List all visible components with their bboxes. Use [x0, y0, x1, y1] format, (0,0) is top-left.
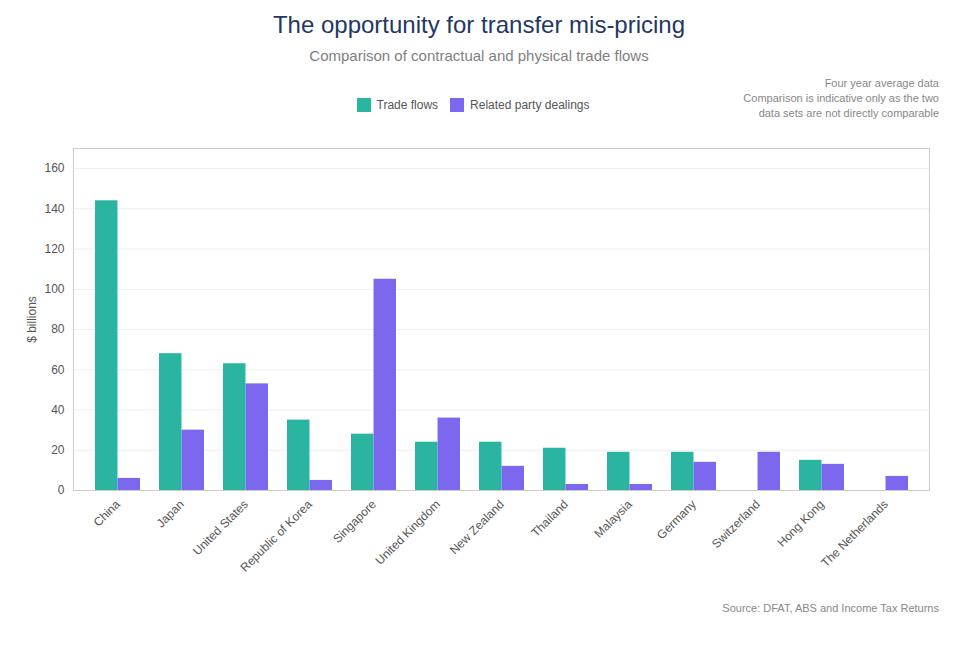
svg-text:0: 0	[58, 483, 65, 497]
svg-text:120: 120	[44, 242, 64, 256]
html-text:Related party dealings: Related party dealings	[470, 97, 590, 112]
svg-text:Japan: Japan	[154, 497, 187, 530]
svg-text:Thailand: Thailand	[528, 497, 570, 539]
svg-text:United Kingdom: United Kingdom	[373, 497, 443, 567]
html-text:Comparison of contractual and: Comparison of contractual and physical t…	[309, 47, 649, 64]
svg-text:Singapore: Singapore	[330, 497, 379, 546]
svg-text:Hong Kong: Hong Kong	[774, 497, 826, 549]
svg-text:$ billions: $ billions	[25, 296, 39, 343]
svg-text:China: China	[91, 497, 123, 529]
svg-text:160: 160	[44, 161, 64, 175]
html-text:Source: DFAT, ABS and Income T: Source: DFAT, ABS and Income Tax Returns	[722, 602, 939, 614]
svg-text:80: 80	[51, 322, 65, 336]
svg-text:The Netherlands: The Netherlands	[818, 497, 891, 570]
svg-text:Germany: Germany	[654, 497, 699, 542]
html-text:Comparison is indicative only: Comparison is indicative only as the two	[743, 92, 939, 104]
html-text:data sets are not directly com: data sets are not directly comparable	[758, 107, 939, 119]
svg-text:Republic of Korea: Republic of Korea	[237, 497, 315, 575]
html-text:Four year average data: Four year average data	[824, 77, 939, 89]
svg-text:140: 140	[44, 202, 64, 216]
svg-text:100: 100	[44, 282, 64, 296]
svg-text:60: 60	[51, 363, 65, 377]
svg-text:New Zealand: New Zealand	[447, 497, 507, 557]
svg-text:Switzerland: Switzerland	[709, 497, 763, 551]
svg-text:United States: United States	[190, 497, 251, 558]
svg-text:20: 20	[51, 443, 65, 457]
html-text:Trade flows: Trade flows	[376, 97, 439, 112]
svg-text:40: 40	[51, 403, 65, 417]
html-text:The opportunity for transfer m: The opportunity for transfer mis-pricing	[272, 11, 686, 38]
svg-text:Malaysia: Malaysia	[591, 497, 635, 541]
